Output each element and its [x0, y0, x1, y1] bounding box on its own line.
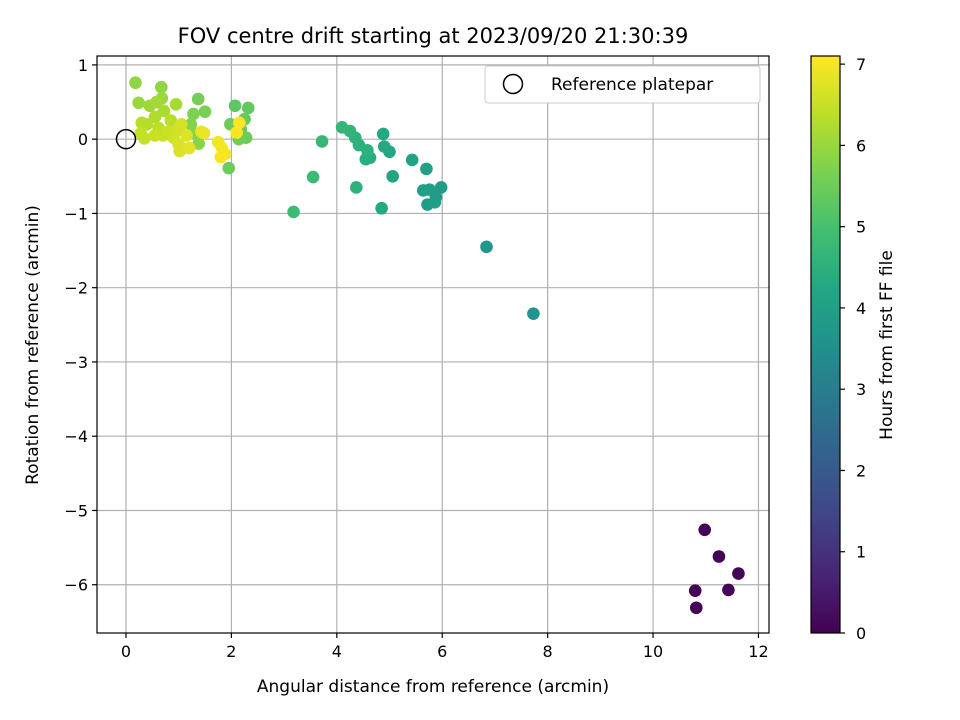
y-tick-label: −2: [64, 279, 88, 298]
colorbar: 0 1 2 3 4 5 6 7 Hours from first FF file: [810, 55, 897, 643]
y-axis-ticks: 1 0 −1 −2 −3 −4 −5 −6: [64, 56, 97, 595]
data-point: [138, 132, 151, 145]
x-tick-label: 0: [121, 642, 131, 661]
colorbar-frame: [810, 55, 841, 634]
data-point: [182, 141, 196, 155]
data-point: [129, 76, 142, 90]
data-point: [132, 96, 145, 110]
data-point: [169, 97, 183, 111]
y-tick-label: −3: [64, 353, 88, 372]
legend-label: Reference platepar: [551, 75, 713, 95]
data-point: [198, 105, 212, 118]
data-point: [376, 127, 390, 141]
colorbar-tick-label: 5: [856, 218, 866, 237]
data-point: [287, 205, 300, 219]
data-point: [180, 129, 193, 142]
data-point: [192, 137, 206, 150]
colorbar-tick-label: 6: [856, 136, 866, 155]
data-point: [197, 126, 211, 140]
data-point: [377, 140, 391, 153]
colorbar-tick-label: 7: [856, 55, 866, 74]
colorbar-tick-label: 2: [856, 461, 866, 480]
data-point: [157, 104, 171, 118]
data-point: [306, 170, 320, 184]
data-point: [191, 92, 205, 106]
data-point: [214, 150, 228, 164]
data-point: [350, 181, 363, 194]
data-point: [315, 135, 329, 148]
data-point: [222, 161, 236, 175]
colorbar-tick-label: 3: [856, 380, 866, 399]
grid: [97, 56, 769, 633]
chart-title: FOV centre drift starting at 2023/09/20 …: [178, 24, 689, 48]
data-point: [416, 184, 430, 197]
data-point: [386, 170, 399, 183]
y-tick-label: 1: [78, 56, 88, 75]
colorbar-gradient: [811, 56, 840, 633]
data-point: [173, 144, 187, 158]
data-point: [722, 583, 735, 597]
data-point: [164, 114, 178, 127]
data-point: [420, 162, 433, 176]
data-point: [712, 550, 726, 563]
legend-box: [484, 65, 761, 104]
data-point: [375, 201, 388, 215]
plot-frame: [96, 55, 770, 634]
data-point: [405, 153, 419, 167]
reference-marker: [115, 128, 137, 150]
colorbar-tick-label: 1: [856, 543, 866, 562]
colorbar-tick-label: 4: [856, 299, 866, 318]
x-tick-label: 8: [543, 642, 553, 661]
y-tick-label: −5: [64, 501, 88, 520]
data-point: [233, 116, 246, 130]
data-point: [230, 126, 243, 139]
x-tick-label: 10: [643, 642, 663, 661]
data-point: [140, 118, 154, 131]
x-axis-label: Angular distance from reference (arcmin): [257, 677, 609, 697]
data-point: [150, 95, 163, 109]
data-point: [228, 99, 242, 113]
x-tick-label: 2: [226, 642, 236, 661]
colorbar-tick-label: 0: [856, 624, 866, 643]
data-point: [480, 240, 493, 254]
data-point: [155, 80, 168, 94]
x-axis-ticks: 0 2 4 6 8 10 12: [121, 633, 769, 661]
data-point: [184, 118, 198, 131]
x-tick-label: 12: [748, 642, 768, 661]
y-tick-label: 0: [78, 130, 88, 149]
colorbar-ticks: 0 1 2 3 4 5 6 7: [840, 55, 866, 643]
data-point: [732, 567, 745, 580]
y-tick-label: −1: [64, 204, 88, 223]
y-tick-label: −6: [64, 576, 88, 595]
reference-platepar-marker: [115, 128, 137, 150]
data-point: [698, 523, 711, 537]
x-tick-label: 4: [332, 642, 342, 661]
colorbar-label: Hours from first FF file: [877, 250, 897, 440]
y-axis-label: Rotation from reference (arcmin): [23, 205, 43, 485]
data-point: [688, 584, 702, 597]
data-point: [428, 195, 442, 209]
data-point: [241, 101, 255, 115]
data-point: [187, 107, 200, 121]
points: [129, 76, 745, 615]
data-point: [335, 120, 349, 134]
data-point: [527, 307, 540, 320]
legend-marker: [502, 73, 524, 95]
x-tick-label: 6: [437, 642, 447, 661]
legend: Reference platepar: [484, 65, 761, 104]
data-point: [175, 118, 188, 131]
data-point: [689, 601, 703, 615]
data-point: [434, 181, 448, 194]
y-tick-label: −4: [64, 427, 88, 446]
data-point: [148, 110, 162, 124]
